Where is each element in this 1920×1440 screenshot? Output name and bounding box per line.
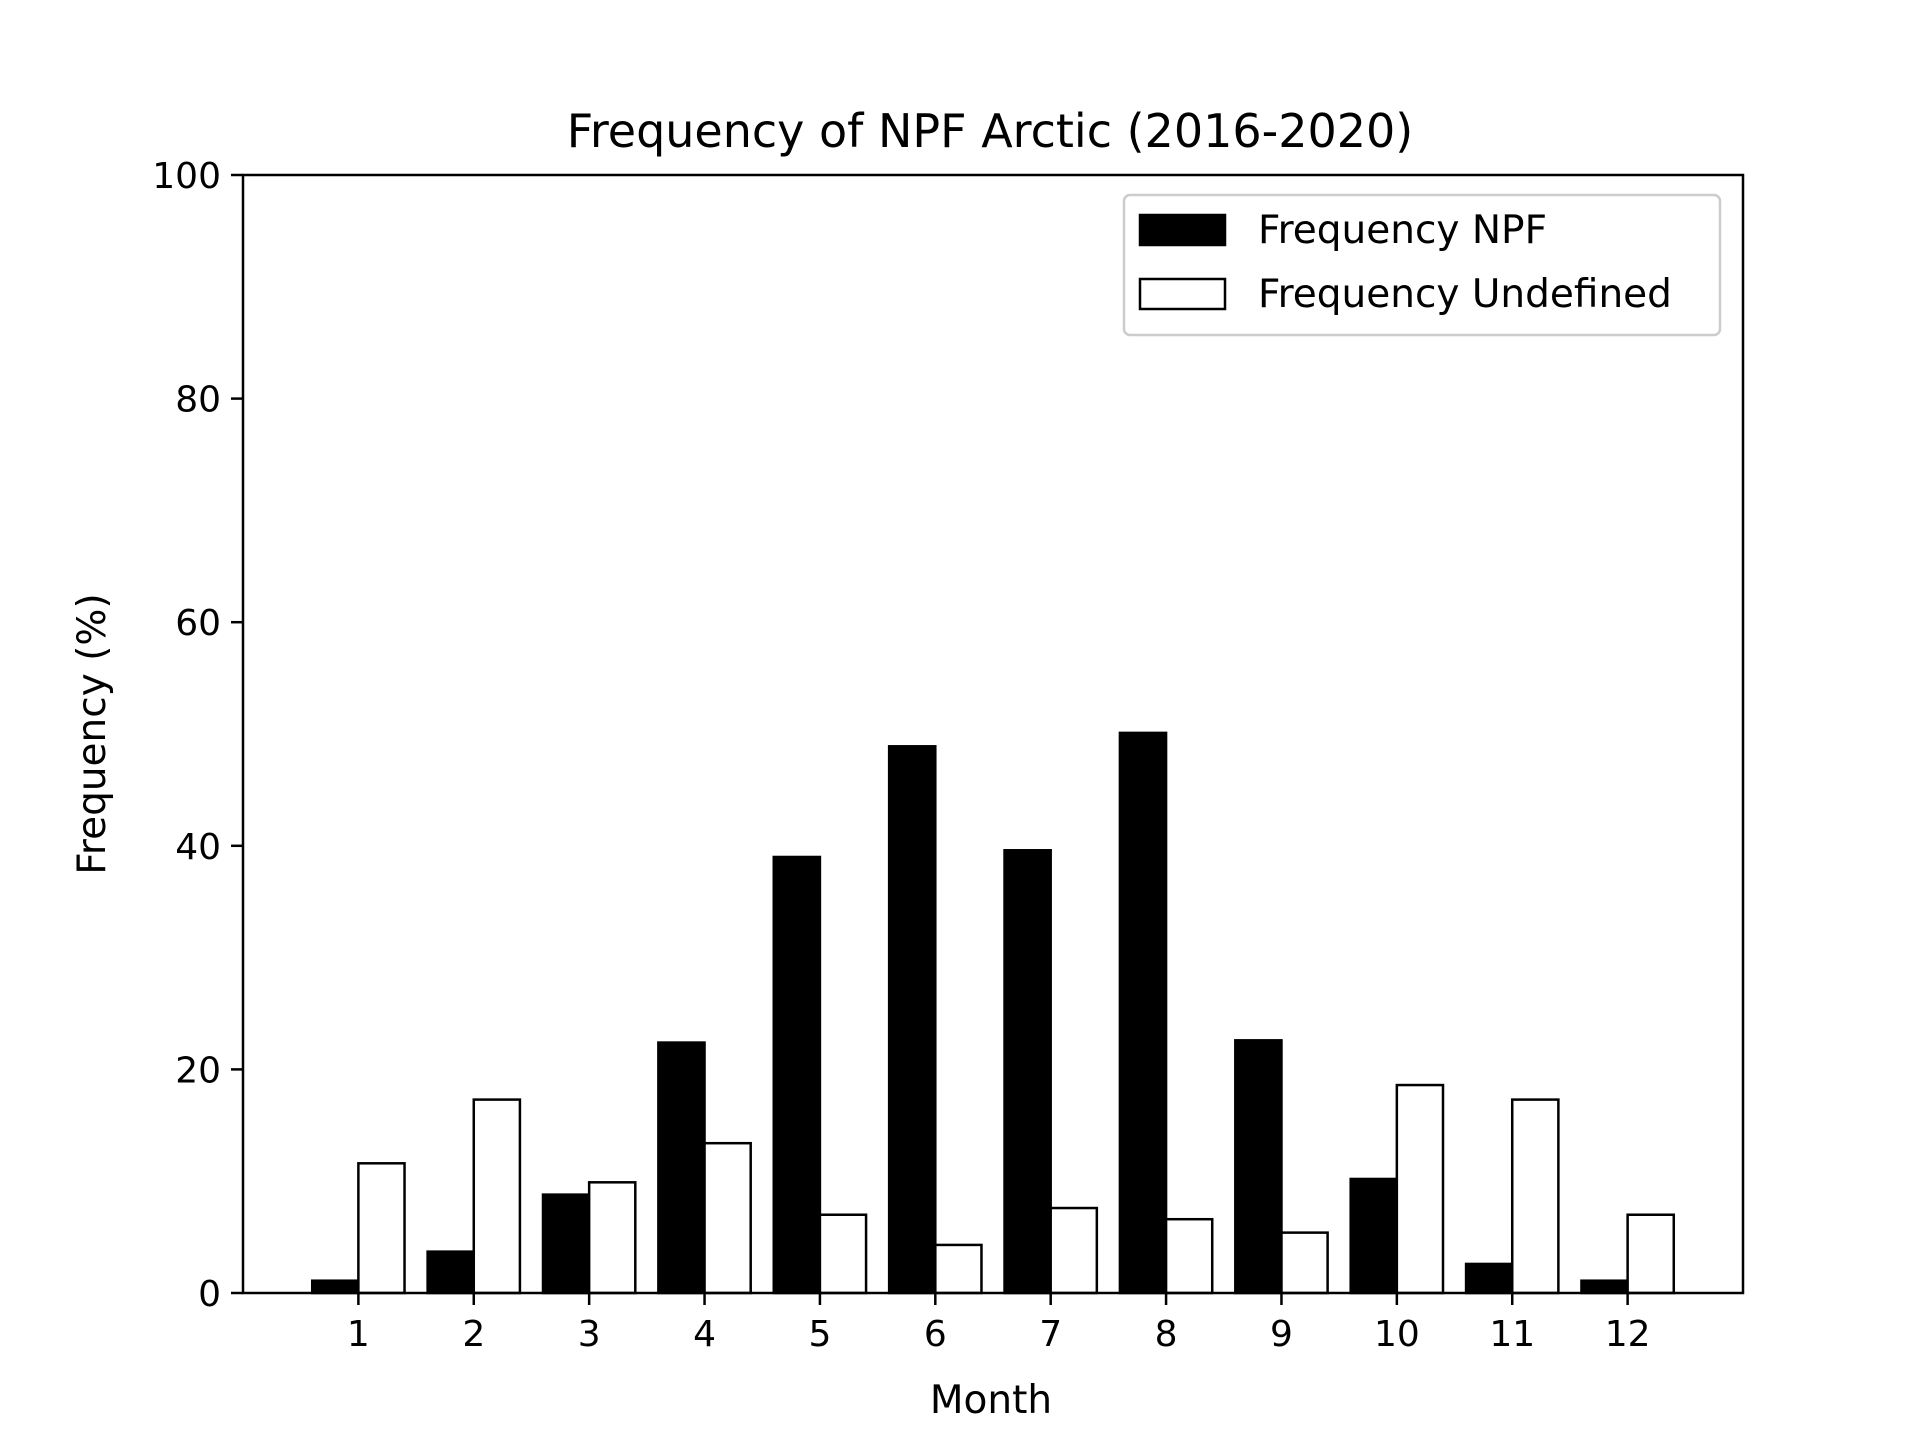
bar-undefined-month-10 [1395,1083,1445,1295]
bar-npf-month-11 [1464,1262,1514,1295]
bar-npf-month-4 [657,1041,706,1295]
legend-label-npf: Frequency NPF [1258,208,1547,253]
y-tick-label: 20 [175,1050,221,1091]
y-axis-ticks: 0 20 40 60 80 100 [152,156,243,1315]
y-axis-label: Frequency (%) [70,593,115,874]
bar-undefined-month-11 [1510,1098,1560,1295]
bar-undefined-month-1 [357,1162,406,1295]
bar-npf-month-6 [887,745,937,1295]
bar-undefined-month-5 [818,1213,868,1295]
y-tick-label: 100 [152,156,221,197]
x-tick-label: 2 [462,1314,485,1355]
x-tick-label: 5 [808,1314,831,1355]
x-tick-label: 10 [1374,1314,1420,1355]
x-tick-label: 9 [1270,1314,1293,1355]
y-tick-label: 60 [175,603,221,644]
bar-npf-month-7 [1003,849,1052,1295]
legend: Frequency NPF Frequency Undefined [1122,193,1722,337]
bar-npf-month-5 [772,855,822,1295]
x-axis-label: Month [930,1378,1052,1423]
x-tick-label: 4 [693,1314,716,1355]
plot-frame [241,173,1745,1295]
legend-label-undefined: Frequency Undefined [1258,272,1672,317]
bar-undefined-month-8 [1164,1217,1214,1295]
legend-swatch-npf [1138,213,1227,247]
x-tick-label: 8 [1155,1314,1178,1355]
legend-frame [1122,193,1722,337]
x-tick-label: 3 [578,1314,601,1355]
y-tick-label: 0 [198,1274,221,1315]
bar-undefined-month-7 [1049,1206,1099,1295]
bar-undefined-month-3 [587,1181,637,1295]
x-tick-label: 1 [347,1314,370,1355]
bar-npf-month-10 [1349,1177,1399,1295]
bar-npf-month-8 [1118,731,1168,1295]
bars-group [310,731,1676,1295]
x-axis-ticks: 1 2 3 4 5 6 7 8 9 10 11 12 [347,1293,1651,1355]
bar-undefined-month-2 [472,1098,522,1295]
y-tick-label: 40 [175,827,221,868]
x-tick-label: 12 [1605,1314,1651,1355]
bar-undefined-month-6 [934,1243,983,1295]
x-tick-label: 7 [1039,1314,1062,1355]
bar-undefined-month-12 [1626,1213,1676,1295]
bar-npf-month-9 [1234,1039,1283,1295]
legend-swatch-undefined [1138,277,1227,311]
chart-title: Frequency of NPF Arctic (2016-2020) [567,104,1413,158]
bar-undefined-month-9 [1280,1231,1329,1295]
bar-npf-month-12 [1580,1279,1629,1295]
bar-npf-month-1 [310,1279,360,1295]
x-tick-label: 6 [924,1314,947,1355]
bar-npf-month-3 [541,1193,591,1295]
y-tick-label: 80 [175,380,221,421]
bar-undefined-month-4 [703,1141,752,1295]
bar-npf-month-2 [426,1250,476,1295]
x-tick-label: 11 [1489,1314,1535,1355]
